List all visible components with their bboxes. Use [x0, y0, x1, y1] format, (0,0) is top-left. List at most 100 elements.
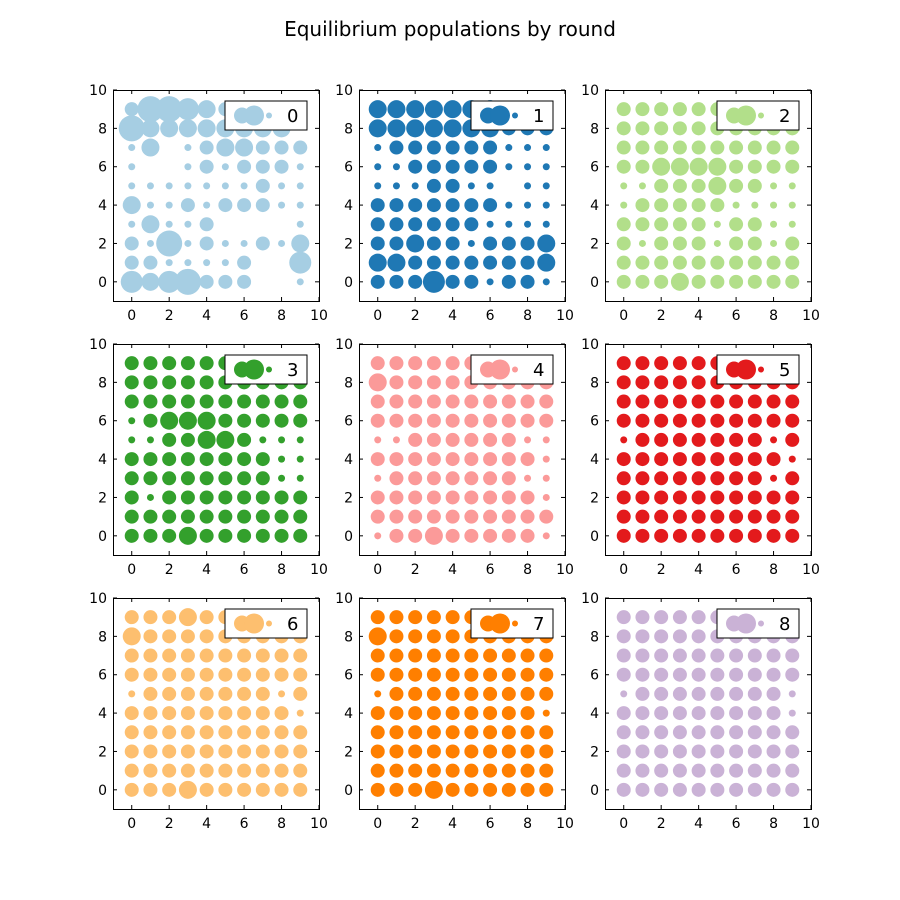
scatter-point [221, 239, 229, 247]
scatter-point [445, 198, 460, 213]
scatter-point [162, 394, 177, 409]
scatter-point [483, 667, 498, 682]
scatter-point [652, 157, 671, 176]
scatter-point [293, 528, 308, 543]
scatter-point [464, 782, 479, 797]
scatter-point [445, 274, 460, 289]
scatter-point [501, 236, 516, 251]
scatter-point [464, 274, 479, 289]
scatter-point [501, 509, 516, 524]
scatter-point [237, 528, 252, 543]
axes-frame-6 [113, 598, 320, 810]
scatter-point [160, 119, 179, 138]
scatter-point [124, 356, 139, 371]
scatter-point [370, 274, 385, 289]
scatter-point [445, 509, 460, 524]
scatter-point [143, 394, 158, 409]
scatter-point [747, 159, 762, 174]
scatter-point [165, 259, 173, 267]
scatter-point [747, 140, 762, 155]
scatter-point [710, 394, 725, 409]
scatter-point [237, 413, 252, 428]
y-tick-label: 6 [98, 160, 107, 176]
scatter-point [524, 474, 532, 482]
scatter-point [616, 140, 631, 155]
scatter-point [710, 667, 725, 682]
scatter-point [635, 217, 650, 232]
scatter-point [255, 140, 270, 155]
scatter-point [464, 140, 479, 155]
scatter-point [216, 430, 235, 449]
scatter-point [691, 528, 706, 543]
scatter-point [672, 140, 687, 155]
x-tick-label: 6 [732, 308, 741, 324]
scatter-point [143, 356, 158, 371]
legend-marker [512, 112, 518, 119]
scatter-point [199, 667, 214, 682]
scatter-point [178, 526, 197, 545]
scatter-point [389, 648, 404, 663]
scatter-point [747, 452, 762, 467]
scatter-point [670, 272, 689, 291]
scatter-point [691, 102, 706, 117]
legend-marker [490, 105, 510, 126]
axes-frame-3 [113, 344, 320, 556]
y-tick-label: 10 [581, 591, 599, 607]
x-tick-label: 4 [694, 308, 703, 324]
y-tick-label: 6 [590, 414, 599, 430]
subplot-4: 0 2 4 6 8 10 0 2 4 6 8 10 4 [335, 337, 574, 578]
scatter-point [445, 667, 460, 682]
scatter-point [274, 413, 289, 428]
scatter-point [274, 140, 289, 155]
scatter-point [654, 198, 669, 213]
scatter-point [672, 452, 687, 467]
scatter-point [156, 230, 183, 257]
scatter-point [199, 274, 214, 289]
scatter-point [616, 236, 631, 251]
scatter-point [143, 471, 158, 486]
scatter-point [124, 744, 139, 759]
scatter-point [237, 471, 252, 486]
scatter-point [542, 455, 550, 463]
scatter-point [221, 182, 229, 190]
scatter-point [747, 509, 762, 524]
legend-marker [512, 366, 518, 373]
scatter-point [691, 375, 706, 390]
scatter-point [691, 610, 706, 625]
scatter-point [464, 725, 479, 740]
scatter-point [278, 474, 286, 482]
scatter-point [408, 471, 423, 486]
scatter-point [370, 667, 385, 682]
scatter-point [654, 782, 669, 797]
y-tick-label: 4 [590, 706, 599, 722]
scatter-point [278, 455, 286, 463]
scatter-point [445, 452, 460, 467]
y-tick-label: 2 [98, 744, 107, 760]
subplot-8: 0 2 4 6 8 10 0 2 4 6 8 10 8 [581, 591, 820, 832]
scatter-point [501, 528, 516, 543]
scatter-point [143, 413, 158, 428]
scatter-point [387, 119, 406, 138]
scatter-point [408, 763, 423, 778]
x-tick-label: 2 [165, 562, 174, 578]
scatter-point [729, 686, 744, 701]
scatter-point [124, 706, 139, 721]
scatter-point [691, 236, 706, 251]
scatter-point [408, 274, 423, 289]
y-tick-label: 2 [344, 490, 353, 506]
scatter-point [426, 178, 441, 193]
scatter-point [411, 182, 419, 190]
scatter-point [770, 239, 778, 247]
scatter-point [293, 686, 308, 701]
legend-label: 5 [779, 360, 790, 381]
scatter-point [785, 236, 800, 251]
scatter-point [654, 528, 669, 543]
scatter-point [770, 436, 778, 444]
scatter-point [165, 201, 173, 209]
scatter-point [128, 220, 136, 228]
scatter-point [708, 176, 727, 195]
legend-label: 7 [533, 614, 544, 635]
scatter-point [766, 509, 781, 524]
y-tick-label: 0 [590, 783, 599, 799]
scatter-point [672, 528, 687, 543]
